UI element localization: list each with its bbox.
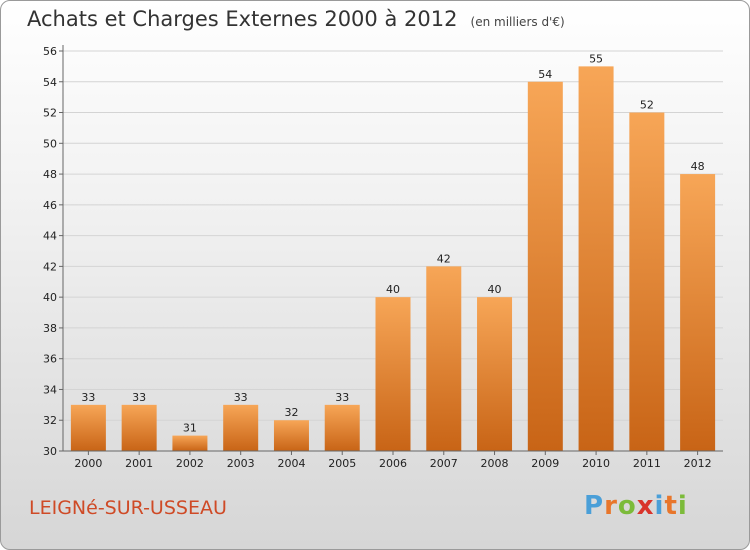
bar bbox=[680, 174, 716, 452]
y-tick-label: 30 bbox=[43, 445, 57, 458]
bar bbox=[70, 404, 106, 451]
x-tick-label: 2000 bbox=[74, 457, 102, 470]
bar bbox=[375, 297, 411, 451]
bar-value-label: 33 bbox=[132, 391, 146, 404]
logo-letter: o bbox=[617, 491, 637, 521]
y-tick-label: 48 bbox=[43, 168, 57, 181]
bar-value-label: 33 bbox=[81, 391, 95, 404]
x-tick-label: 2007 bbox=[430, 457, 458, 470]
bar bbox=[426, 266, 462, 451]
y-tick-label: 32 bbox=[43, 414, 57, 427]
chart-title: Achats et Charges Externes 2000 à 2012 (… bbox=[27, 7, 565, 31]
logo-letter: r bbox=[604, 491, 618, 521]
bar-value-label: 48 bbox=[691, 160, 705, 173]
bar bbox=[273, 420, 309, 451]
bar-value-label: 33 bbox=[335, 391, 349, 404]
x-tick-label: 2008 bbox=[481, 457, 509, 470]
x-tick-label: 2003 bbox=[227, 457, 255, 470]
chart-title-main: Achats et Charges Externes 2000 à 2012 bbox=[27, 7, 458, 31]
y-tick-label: 40 bbox=[43, 291, 57, 304]
y-tick-label: 36 bbox=[43, 353, 57, 366]
bar bbox=[629, 112, 665, 452]
bar-value-label: 54 bbox=[538, 68, 552, 81]
y-axis-ticks: 30 32 34 36 38 40 42 44 46 48 50 52 54 56 bbox=[43, 45, 63, 458]
logo-letter: t bbox=[664, 491, 678, 521]
x-tick-label: 2009 bbox=[531, 457, 559, 470]
axes bbox=[62, 45, 723, 452]
x-tick-label: 2011 bbox=[633, 457, 661, 470]
x-tick-label: 2005 bbox=[328, 457, 356, 470]
x-tick-label: 2012 bbox=[684, 457, 712, 470]
bar bbox=[223, 404, 259, 451]
bar bbox=[324, 404, 360, 451]
logo-letter: x bbox=[636, 491, 655, 521]
x-tick-label: 2002 bbox=[176, 457, 204, 470]
y-tick-label: 50 bbox=[43, 137, 57, 150]
y-tick-label: 34 bbox=[43, 383, 57, 396]
x-tick-label: 2001 bbox=[125, 457, 153, 470]
y-tick-label: 42 bbox=[43, 260, 57, 273]
bar bbox=[172, 435, 208, 451]
y-tick-label: 46 bbox=[43, 199, 57, 212]
proxiti-logo: Proxiti bbox=[584, 491, 688, 521]
logo-letter: i bbox=[677, 491, 688, 521]
bar-value-label: 40 bbox=[488, 283, 502, 296]
y-tick-label: 54 bbox=[43, 76, 57, 89]
bars bbox=[70, 66, 716, 452]
bar bbox=[121, 404, 157, 451]
bar-value-label: 52 bbox=[640, 99, 654, 112]
commune-name: LEIGNé-SUR-USSEAU bbox=[29, 497, 227, 519]
bar-value-label: 42 bbox=[437, 252, 451, 265]
y-tick-label: 38 bbox=[43, 322, 57, 335]
logo-letter: i bbox=[654, 491, 665, 521]
bar-value-label: 40 bbox=[386, 283, 400, 296]
y-tick-label: 44 bbox=[43, 230, 57, 243]
bar-value-label: 31 bbox=[183, 422, 197, 435]
x-tick-label: 2010 bbox=[582, 457, 610, 470]
y-tick-label: 56 bbox=[43, 45, 57, 58]
bar-value-label: 32 bbox=[284, 406, 298, 419]
bar bbox=[477, 297, 513, 451]
bar-value-label: 33 bbox=[234, 391, 248, 404]
x-axis-ticks: 2000 2001 2002 2003 2004 2005 2006 2007 2008 2009… bbox=[74, 451, 712, 470]
bar bbox=[578, 66, 614, 451]
logo-letter: P bbox=[584, 491, 605, 521]
x-tick-label: 2006 bbox=[379, 457, 407, 470]
y-tick-label: 52 bbox=[43, 107, 57, 120]
chart-unit: (en milliers d'€) bbox=[470, 15, 565, 29]
bar bbox=[527, 81, 563, 452]
value-labels: 33 33 31 33 32 33 40 42 40 54 55 52 48 bbox=[81, 52, 704, 434]
x-tick-label: 2004 bbox=[277, 457, 305, 470]
bar-value-label: 55 bbox=[589, 52, 603, 65]
